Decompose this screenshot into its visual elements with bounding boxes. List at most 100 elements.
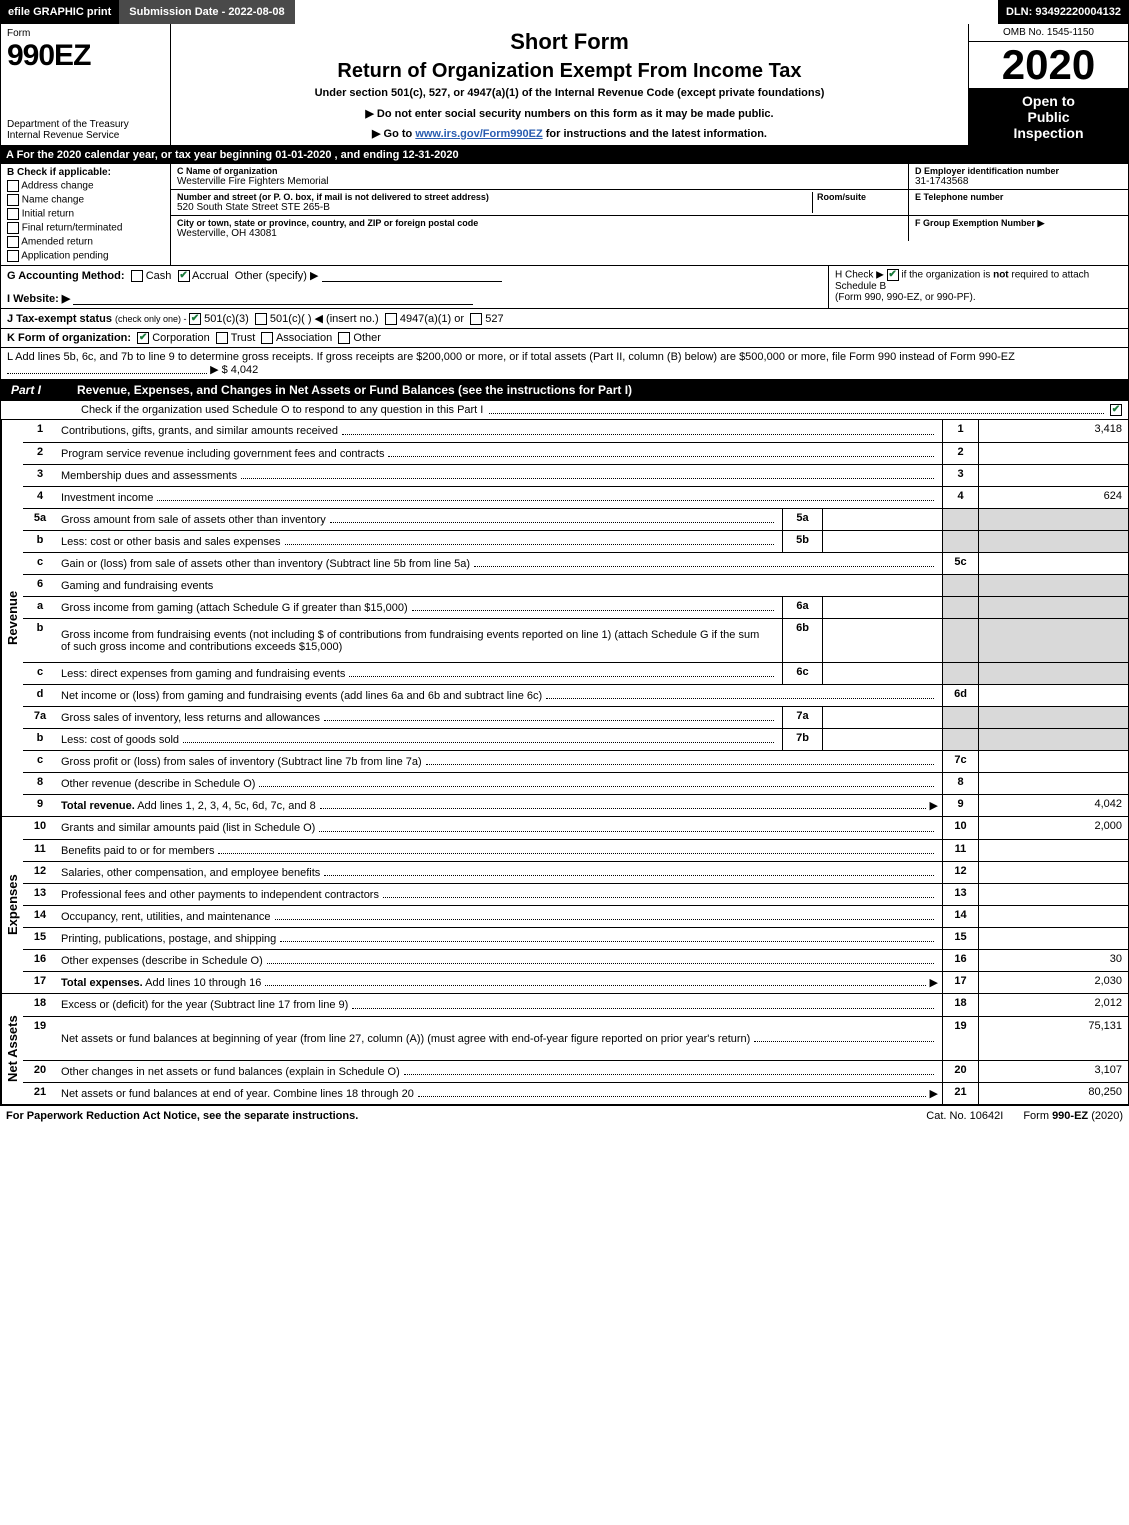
cash-checkbox[interactable] (131, 270, 143, 282)
right-val: 30 (978, 950, 1128, 971)
schedule-b-checkbox[interactable] (887, 269, 899, 281)
dots (418, 1090, 926, 1097)
right-val: 2,000 (978, 817, 1128, 839)
line-number: 4 (23, 487, 57, 508)
col-b-checkbox[interactable] (7, 194, 19, 206)
dots (275, 913, 934, 920)
ssn-warning: ▶ Do not enter social security numbers o… (179, 107, 960, 120)
dots (280, 935, 934, 942)
line-row: 6Gaming and fundraising events (23, 574, 1128, 596)
right-num: 7c (942, 751, 978, 772)
dots (383, 891, 934, 898)
j-527: 527 (485, 313, 503, 325)
city-label: City or town, state or province, country… (177, 218, 902, 228)
page-footer: For Paperwork Reduction Act Notice, see … (0, 1105, 1129, 1126)
arrow-icon: ▶ (930, 976, 938, 989)
form-ref-bold: 990-EZ (1052, 1110, 1088, 1122)
line-desc: Gaming and fundraising events (57, 575, 942, 596)
line-desc: Net income or (loss) from gaming and fun… (57, 685, 942, 706)
line-number: c (23, 553, 57, 574)
instructions-link-row: ▶ Go to www.irs.gov/Form990EZ for instru… (179, 127, 960, 140)
right-num: 3 (942, 465, 978, 486)
right-num: 16 (942, 950, 978, 971)
dots (183, 736, 774, 743)
col-b-checkbox[interactable] (7, 222, 19, 234)
right-num: 20 (942, 1061, 978, 1082)
line-number: 10 (23, 817, 57, 839)
right-num: 18 (942, 994, 978, 1016)
line-desc: Excess or (deficit) for the year (Subtra… (57, 994, 942, 1016)
revenue-lines: 1Contributions, gifts, grants, and simil… (23, 420, 1128, 816)
col-b-title: B Check if applicable: (7, 167, 164, 178)
form-code: 990EZ (7, 39, 164, 73)
revenue-tab: Revenue (1, 420, 23, 816)
org-name-label: C Name of organization (177, 166, 902, 176)
line-number: 18 (23, 994, 57, 1016)
line-row: 8Other revenue (describe in Schedule O)8 (23, 772, 1128, 794)
j-501c: 501(c)( ) ◀ (insert no.) (270, 313, 379, 325)
j-527-checkbox[interactable] (470, 313, 482, 325)
line-desc: Less: cost of goods sold (57, 729, 782, 750)
h-not: not (993, 270, 1009, 281)
right-num: 11 (942, 840, 978, 861)
line-row: 11Benefits paid to or for members11 (23, 839, 1128, 861)
efile-print-button[interactable]: efile GRAPHIC print (0, 0, 119, 24)
line-number: b (23, 531, 57, 552)
website-blank[interactable] (73, 293, 473, 305)
telephone-label: E Telephone number (915, 192, 1122, 202)
right-num: 21 (942, 1083, 978, 1104)
other-specify-blank[interactable] (322, 270, 502, 282)
dots (426, 758, 934, 765)
col-b-checkbox[interactable] (7, 250, 19, 262)
revenue-section: Revenue 1Contributions, gifts, grants, a… (0, 420, 1129, 817)
k-checkbox[interactable] (338, 332, 350, 344)
j-4947-checkbox[interactable] (385, 313, 397, 325)
col-b-checkbox[interactable] (7, 208, 19, 220)
accounting-method: G Accounting Method: Cash Accrual Other … (1, 266, 828, 308)
irs-link[interactable]: www.irs.gov/Form990EZ (415, 128, 542, 140)
j-501c-checkbox[interactable] (255, 313, 267, 325)
arrow-icon: ▶ (930, 1087, 938, 1100)
k-checkbox[interactable] (137, 332, 149, 344)
k-opt-label: Corporation (152, 332, 209, 344)
form-ref-post: (2020) (1088, 1110, 1123, 1122)
accrual-checkbox[interactable] (178, 270, 190, 282)
link-post: for instructions and the latest informat… (543, 128, 767, 140)
city-cell: City or town, state or province, country… (171, 216, 908, 241)
right-num: 12 (942, 862, 978, 883)
k-checkbox[interactable] (216, 332, 228, 344)
h-text1: H Check ▶ (835, 270, 887, 281)
right-val (978, 928, 1128, 949)
col-b-checkbox[interactable] (7, 180, 19, 192)
netassets-tab: Net Assets (1, 994, 23, 1104)
h-text2: if the organization is (899, 270, 994, 281)
catalog-number: Cat. No. 10642I (926, 1110, 1003, 1122)
line-number: a (23, 597, 57, 618)
right-val (978, 575, 1128, 596)
dots (349, 670, 774, 677)
line-desc: Professional fees and other payments to … (57, 884, 942, 905)
line-desc: Net assets or fund balances at end of ye… (57, 1083, 942, 1104)
right-val: 2,012 (978, 994, 1128, 1016)
sub-col-num: 5a (782, 509, 822, 530)
right-val (978, 685, 1128, 706)
line-row: 3Membership dues and assessments3 (23, 464, 1128, 486)
part1-checkbox[interactable] (1110, 404, 1122, 416)
right-num: 13 (942, 884, 978, 905)
i-label: I Website: ▶ (7, 293, 70, 305)
line-row: 20Other changes in net assets or fund ba… (23, 1060, 1128, 1082)
j-501c3: 501(c)(3) (204, 313, 249, 325)
h-text4: (Form 990, 990-EZ, or 990-PF). (835, 292, 976, 303)
j-501c3-checkbox[interactable] (189, 313, 201, 325)
dots (474, 560, 934, 567)
right-num: 2 (942, 443, 978, 464)
col-b-checkbox[interactable] (7, 236, 19, 248)
line-number: 19 (23, 1017, 57, 1060)
line-number: 13 (23, 884, 57, 905)
k-checkbox[interactable] (261, 332, 273, 344)
right-val: 624 (978, 487, 1128, 508)
part1-sub: Check if the organization used Schedule … (0, 401, 1129, 420)
j-label: J Tax-exempt status (7, 313, 112, 325)
org-name-value: Westerville Fire Fighters Memorial (177, 176, 902, 187)
dots (265, 979, 925, 986)
